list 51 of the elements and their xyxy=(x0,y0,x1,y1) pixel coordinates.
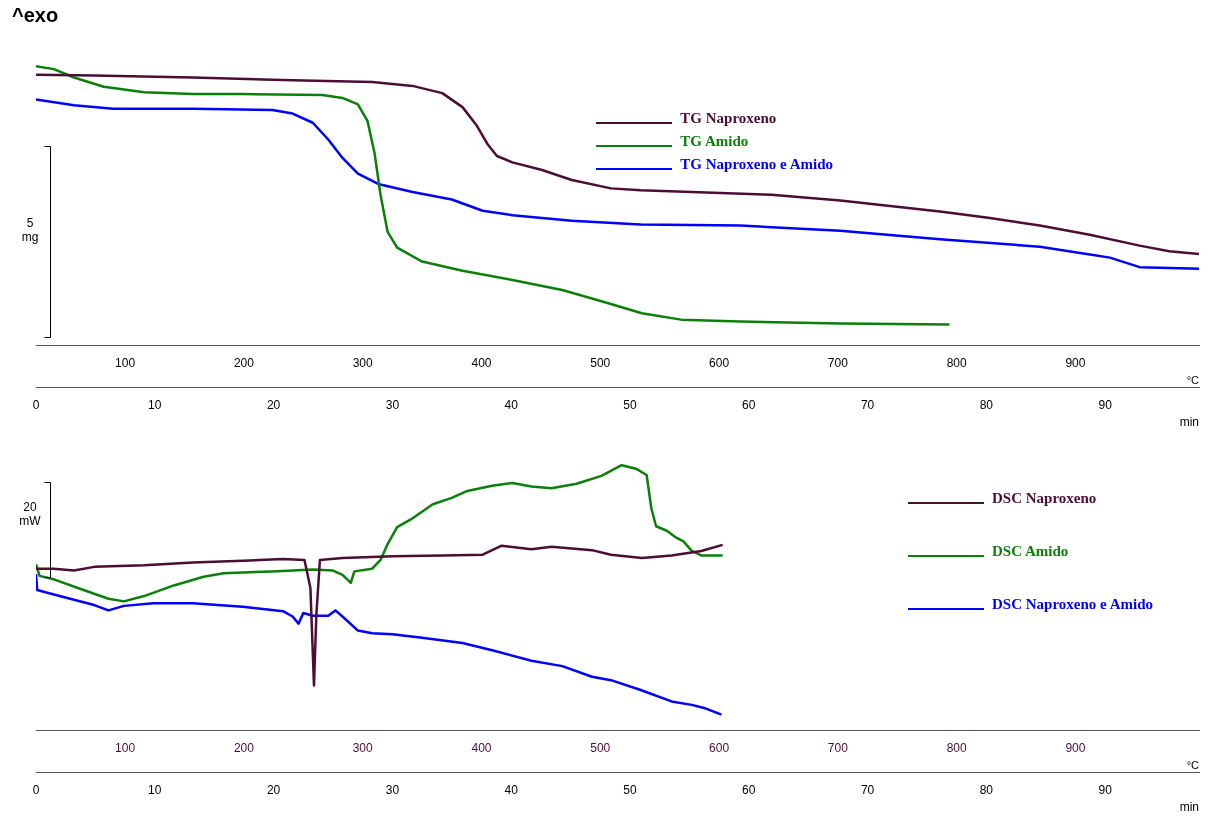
x2-tick-label: 100 xyxy=(115,356,136,371)
x2-tick-label: 600 xyxy=(709,741,730,756)
x2-tick-label: 200 xyxy=(233,741,255,756)
x2-tick-label: 800 xyxy=(946,741,967,756)
text: TG Naproxeno xyxy=(680,110,777,127)
x-tick-label: 30 xyxy=(385,782,400,797)
annotation: 20 mW xyxy=(18,500,42,528)
x-tick-label: 60 xyxy=(742,397,756,412)
x2-tick-label: 900 xyxy=(1065,356,1086,371)
annotation: 5 mg xyxy=(20,216,40,244)
x2-tick-label: 300 xyxy=(352,741,374,756)
x-axis-title: min xyxy=(1179,415,1199,430)
text: DSC Naproxeno e Amido xyxy=(992,596,1153,613)
text: DSC Amido xyxy=(992,543,1069,560)
x-tick-label: 0 xyxy=(32,782,40,797)
text: TG Amido xyxy=(680,133,749,150)
x-tick-label: 0 xyxy=(32,397,40,412)
x-tick-label: 40 xyxy=(504,397,519,412)
text: ^exo xyxy=(12,4,59,27)
x2-tick-label: 700 xyxy=(827,356,849,371)
x-tick-label: 80 xyxy=(979,782,994,797)
x-tick-label: 90 xyxy=(1098,782,1113,797)
x-tick-label: 90 xyxy=(1098,397,1113,412)
x-axis-title: min xyxy=(1179,800,1199,815)
x2-tick-label: 500 xyxy=(590,741,611,756)
x2-tick-label: 500 xyxy=(590,356,611,371)
x2-tick-label: 200 xyxy=(233,356,255,371)
x-tick-label: 40 xyxy=(504,782,519,797)
x-tick-label: 60 xyxy=(742,782,756,797)
x-tick-label: 50 xyxy=(623,397,637,412)
x2-tick-label: 700 xyxy=(827,741,849,756)
x2-tick-label: 300 xyxy=(352,356,374,371)
text: DSC Naproxeno xyxy=(992,490,1097,507)
x2-axis-title: °C xyxy=(1186,758,1200,771)
x-tick-label: 70 xyxy=(860,782,875,797)
x-tick-label: 30 xyxy=(385,397,400,412)
x2-tick-label: 600 xyxy=(709,356,730,371)
x-tick-label: 80 xyxy=(979,397,994,412)
x2-tick-label: 400 xyxy=(471,741,492,756)
x2-tick-label: 100 xyxy=(115,741,136,756)
x-tick-label: 10 xyxy=(148,397,162,412)
x2-tick-label: 400 xyxy=(471,356,492,371)
x-tick-label: 70 xyxy=(860,397,875,412)
x-tick-label: 20 xyxy=(266,782,281,797)
x2-axis-title: °C xyxy=(1186,373,1200,386)
text: TG Naproxeno e Amido xyxy=(680,156,833,173)
x-tick-label: 50 xyxy=(623,782,637,797)
x2-tick-label: 800 xyxy=(946,356,967,371)
x2-tick-label: 900 xyxy=(1065,741,1086,756)
x-tick-label: 10 xyxy=(148,782,162,797)
x-tick-label: 20 xyxy=(266,397,281,412)
